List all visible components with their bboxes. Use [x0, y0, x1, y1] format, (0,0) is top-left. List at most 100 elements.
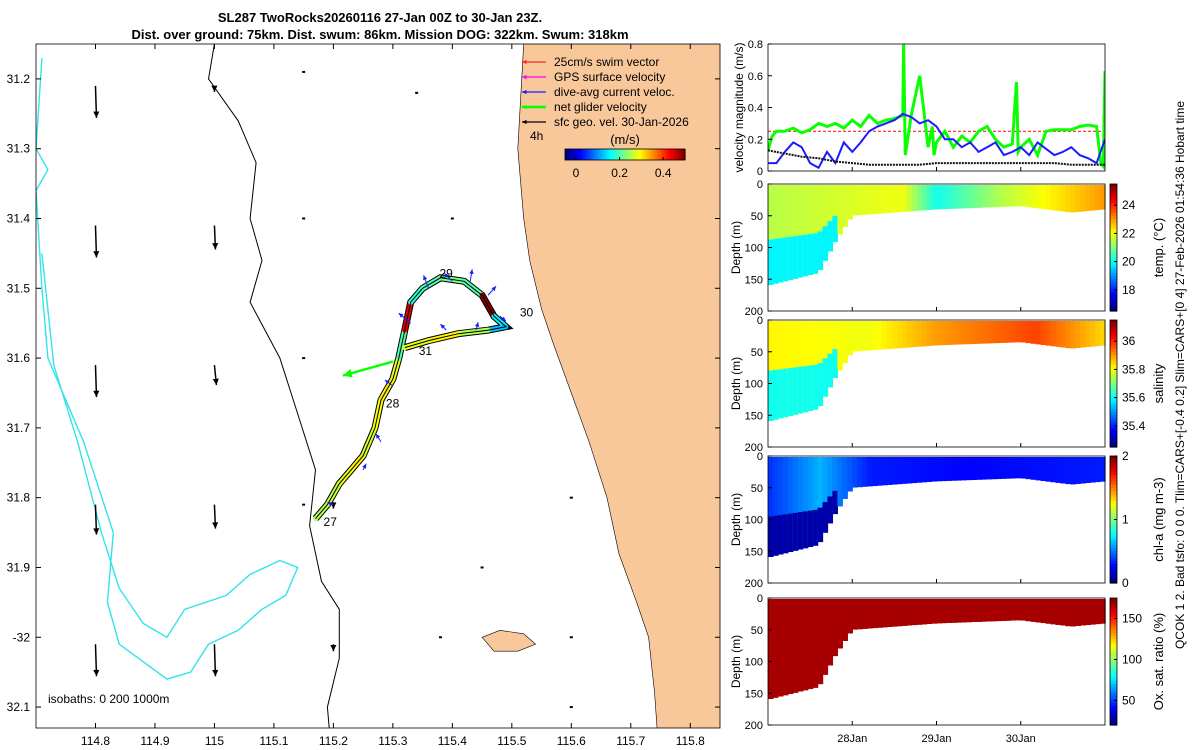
section-chlorophyll-cell-18: [857, 457, 863, 488]
section-temperature-cell-57: [1050, 185, 1057, 211]
section-oxygen-cell-25: [891, 599, 898, 627]
section-temperature-cell-24: [886, 185, 893, 213]
geo-velocity-arrow-2: [93, 225, 100, 258]
colorbar-salinity-ticklabel-2: 35.8: [1122, 362, 1146, 376]
section-salinity-cell-35: [941, 321, 948, 346]
section-chl-deep-cell-6: [797, 512, 804, 550]
current-arrow-1: [384, 379, 394, 387]
section-oxygen-cell-8: [807, 599, 814, 690]
colorbar-chlorophyll-cell-15: [1110, 503, 1117, 508]
geo-velocity-arrow-1: [211, 85, 218, 92]
section-chlorophyll-cell-23: [881, 457, 888, 486]
section-chlorophyll-cell-54: [1035, 457, 1042, 481]
section-chlorophyll-cell-30: [916, 457, 923, 483]
colorbar-salinity-cell-4: [1110, 332, 1117, 337]
section-oxygen-cell-67: [1100, 599, 1106, 624]
section-temperature-cell-34: [936, 185, 943, 210]
section-chlorophyll-cell-12: [827, 457, 834, 524]
colorbar-salinity-cell-36: [1110, 434, 1117, 439]
colorbar-salinity-frame: [1109, 319, 1118, 448]
colorbar-temperature-cell-32: [1110, 285, 1117, 290]
section-oxygen-cell-0: [768, 599, 774, 699]
colorbar-chlorophyll-cell-30: [1110, 551, 1117, 556]
colorbar-chlorophyll-cell-19: [1110, 516, 1117, 521]
map-ytick-label-5: 31.7: [7, 421, 31, 435]
section-salinity-deep-cell-10: [817, 363, 824, 407]
section-temperature-cell-6: [797, 185, 804, 278]
section-salinity-cell-66: [1095, 321, 1101, 347]
legend-arrow-1: [522, 74, 546, 80]
section-temperature-deep-cell-4: [787, 236, 794, 280]
section-chlorophyll-cell-6: [797, 457, 804, 550]
section-salinity-cell-45: [991, 321, 997, 344]
section-oxygen-cell-20: [867, 599, 873, 629]
section-chlorophyll-cell-67: [1100, 457, 1106, 482]
map-colorbar-cell-4: [573, 149, 576, 160]
section-temperature-cell-30: [916, 185, 923, 211]
section-oxygen-cell-9: [812, 599, 819, 688]
current-arrow-2: [398, 312, 412, 324]
colorbar-oxygen-cell-24: [1110, 674, 1117, 678]
map-colorbar-cell-27: [619, 149, 622, 160]
colorbar-oxygen-cell-4: [1110, 610, 1117, 615]
section-chlorophyll-cell-15: [842, 457, 848, 499]
colorbar-temperature-cell-23: [1110, 257, 1117, 261]
section-temperature-cell-54: [1035, 185, 1042, 209]
map-speck-9: [438, 636, 442, 639]
section-temperature-cell-28: [906, 185, 913, 212]
section-oxygen-cell-4: [787, 599, 794, 694]
section-chlorophyll-cell-20: [867, 457, 873, 487]
section-chlorophyll: [768, 457, 1106, 557]
section-chlorophyll-cell-21: [872, 457, 878, 487]
map-colorbar-ticklabel-0: 0: [573, 166, 580, 180]
map-colorbar-cell-3: [571, 149, 574, 160]
section-salinity-cell-38: [956, 321, 962, 345]
colorbar-salinity-cell-5: [1110, 335, 1117, 340]
colorbar-oxygen-cell-28: [1110, 686, 1117, 691]
colorbar-salinity-cell-35: [1110, 431, 1117, 435]
map-speck-3: [450, 217, 454, 220]
section-oxygen-cell-41: [971, 599, 977, 622]
colorbar-salinity-cell-12: [1110, 358, 1117, 362]
colorbar-temperature-cell-20: [1110, 247, 1117, 252]
colorbar-chlorophyll-cell-20: [1110, 519, 1117, 524]
colorbar-chlorophyll-cell-39: [1110, 579, 1117, 584]
time-axis-label-2: 30Jan: [1006, 733, 1036, 745]
colorbar-salinity-ticklabel-1: 35.6: [1122, 391, 1146, 405]
section-chlorophyll-cell-19: [862, 457, 868, 487]
section-oxygen-cell-55: [1040, 599, 1047, 624]
colorbar-oxygen-cell-23: [1110, 671, 1117, 675]
section-oxygen-cell-18: [857, 599, 863, 630]
colorbar-chlorophyll-cell-11: [1110, 490, 1117, 495]
section-oxygen-cell-44: [986, 599, 992, 622]
section-temperature-cell-12: [827, 185, 834, 252]
island: [481, 629, 537, 652]
map-colorbar-cell-50: [665, 149, 668, 160]
section-salinity-deep-cell-2: [777, 369, 784, 419]
map-colorbar-cell-47: [659, 149, 662, 160]
map-colorbar-cell-39: [643, 149, 646, 160]
map-colorbar-cell-23: [611, 149, 614, 160]
section-chlorophyll-cell-5: [792, 457, 799, 551]
map-speck-4: [302, 357, 306, 360]
colorbar-oxygen-cell-16: [1110, 648, 1117, 653]
chart-title-line2: Dist. over ground: 75km. Dist. swum: 86k…: [131, 27, 629, 42]
section-salinity-cell-21: [872, 321, 878, 351]
section-chlorophyll-cell-66: [1095, 457, 1101, 483]
colorbar-oxygen-cell-32: [1110, 699, 1117, 704]
section-salinity-deep-cell-11: [822, 358, 829, 397]
section-temperature-deep-cell-2: [777, 238, 784, 283]
colorbar-chlorophyll-cell-12: [1110, 494, 1117, 498]
colorbar-salinity-cell-34: [1110, 427, 1117, 432]
section-salinity-cell-31: [921, 321, 928, 347]
velocity-ytick-label-0: 0: [757, 166, 763, 178]
colorbar-chlorophyll-cell-21: [1110, 522, 1117, 527]
map-colorbar-cell-52: [669, 149, 672, 160]
section-chlorophyll-cell-45: [991, 457, 997, 480]
colorbar-salinity-cell-21: [1110, 386, 1117, 391]
section-temperature-deep-cell-6: [797, 235, 804, 278]
current-arrow-3: [423, 275, 430, 289]
colorbar-salinity-cell-13: [1110, 361, 1117, 366]
colorbar-oxygen-cell-5: [1110, 613, 1117, 618]
map-colorbar-cell-21: [607, 149, 610, 160]
